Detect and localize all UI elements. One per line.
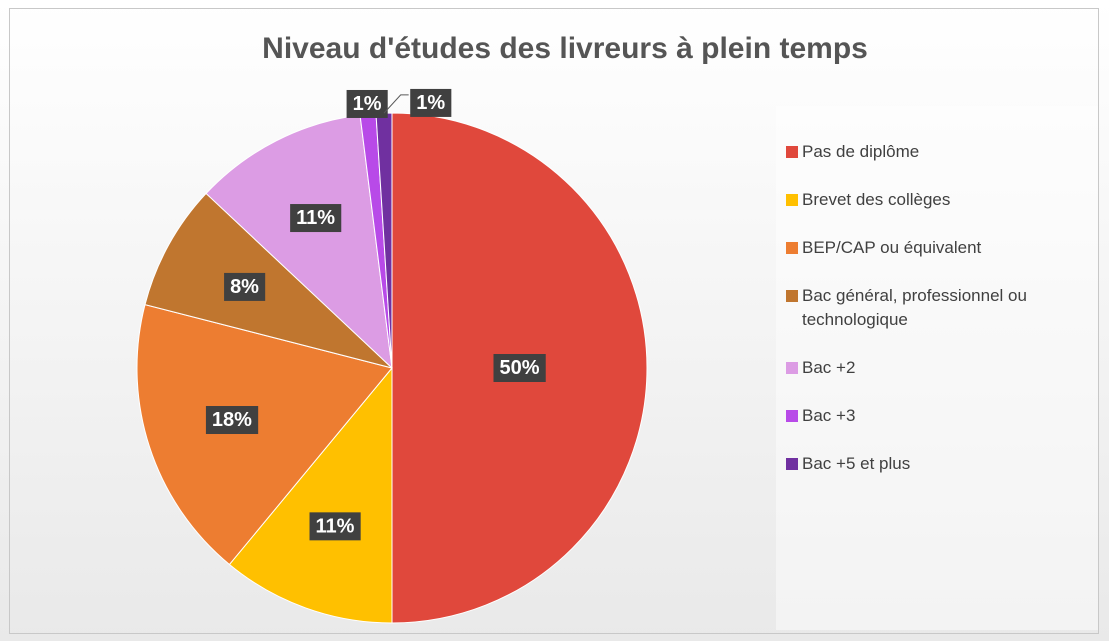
- pie-slice: [136, 303, 393, 566]
- legend-item: Bac +5 et plus: [786, 452, 1098, 476]
- legend-label: BEP/CAP ou équivalent: [802, 238, 982, 257]
- legend-item: Bac +3: [786, 404, 1098, 428]
- pie-slice: [144, 192, 393, 369]
- legend: Pas de diplôme Brevet des collèges BEP/CAP…: [776, 106, 1098, 630]
- legend-swatch: [786, 194, 798, 206]
- data-label-box: [205, 406, 259, 435]
- data-label-box: [493, 354, 546, 382]
- legend-item: Brevet des collèges: [786, 188, 1098, 212]
- leader-line: [383, 94, 409, 114]
- legend-swatch: [786, 242, 798, 254]
- data-label: 1%: [346, 89, 388, 118]
- legend-swatch: [786, 362, 798, 374]
- legend-label: Bac +5 et plus: [802, 454, 911, 473]
- data-label: 11%: [290, 204, 342, 233]
- legend-swatch: [786, 290, 798, 302]
- legend-label: Bac +2: [802, 358, 856, 377]
- legend-label: Pas de diplôme: [802, 142, 920, 161]
- legend-label: Brevet des collèges: [802, 190, 951, 209]
- data-label-box: [224, 272, 266, 301]
- pie-slice: [228, 366, 393, 624]
- chart-frame: [9, 8, 1099, 634]
- data-label-box: [410, 88, 452, 117]
- data-label: 1%: [410, 88, 452, 117]
- chart-title: Niveau d'études des livreurs à plein tem…: [262, 32, 868, 65]
- legend-item: Bac général, professionnel ou technologi…: [786, 284, 1098, 332]
- legend-swatch: [786, 458, 798, 470]
- data-label: 8%: [224, 272, 266, 301]
- data-label-text: 1%: [353, 93, 382, 115]
- legend-swatch: [786, 146, 798, 158]
- data-label: 50%: [493, 354, 546, 382]
- data-label: 18%: [205, 406, 259, 435]
- data-label: 11%: [309, 512, 361, 541]
- legend-label: Bac général, professionnel ou technologi…: [802, 286, 1027, 329]
- data-label-text: 11%: [296, 207, 335, 229]
- data-label-box: [290, 204, 342, 233]
- data-label-text: 11%: [316, 515, 355, 537]
- data-label-box: [346, 89, 388, 118]
- data-label-text: 1%: [416, 92, 445, 114]
- legend-item: Bac +2: [786, 356, 1098, 380]
- data-label-text: 50%: [499, 357, 539, 379]
- data-label-text: 8%: [230, 276, 259, 298]
- data-label-text: 18%: [212, 409, 252, 431]
- legend-item: BEP/CAP ou équivalent: [786, 236, 1098, 260]
- legend-item: Pas de diplôme: [786, 140, 1098, 164]
- legend-swatch: [786, 410, 798, 422]
- data-label-box: [309, 512, 361, 541]
- legend-label: Bac +3: [802, 406, 856, 425]
